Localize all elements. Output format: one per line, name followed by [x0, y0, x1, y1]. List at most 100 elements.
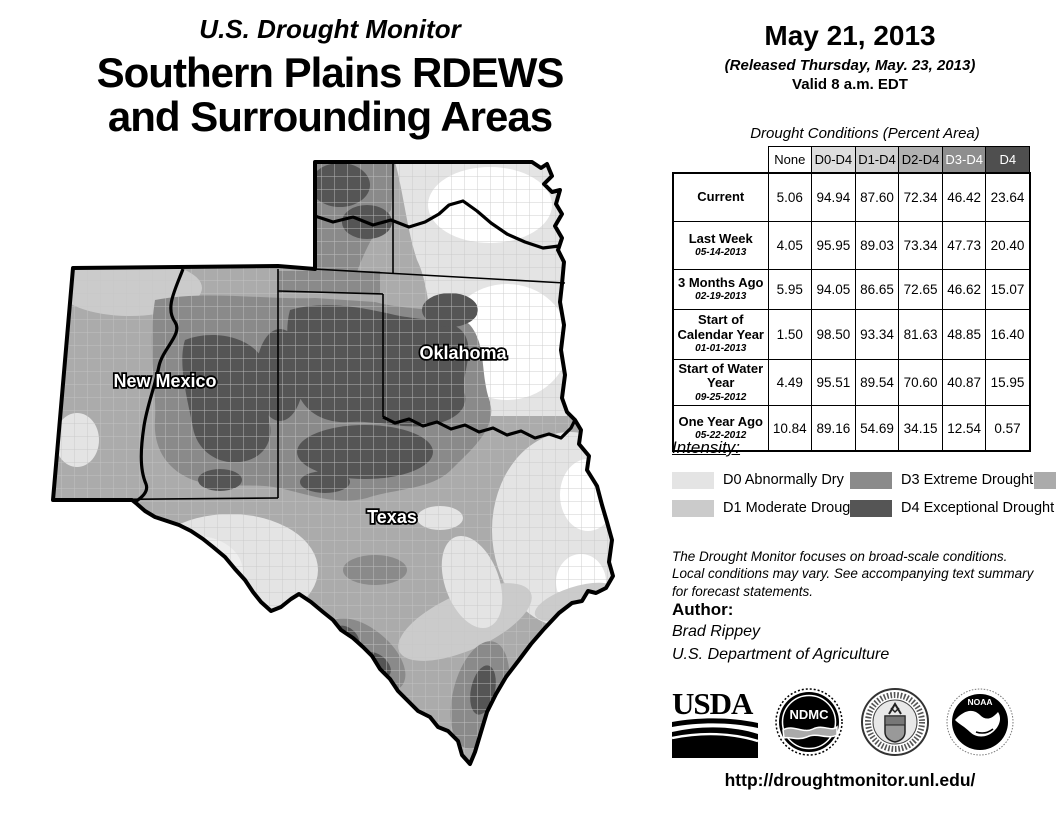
cell-value: 47.73 [941, 220, 987, 270]
d3-swatch [850, 471, 892, 489]
d0-swatch [672, 471, 714, 489]
row-date: 05-14-2013 [695, 247, 747, 259]
label-new-mexico: New Mexico [113, 371, 216, 391]
drought-map: New Mexico Oklahoma Texas [35, 150, 660, 810]
label-texas: Texas [367, 507, 417, 527]
svg-text:NOAA: NOAA [967, 697, 992, 707]
d4-swatch [850, 499, 892, 517]
row-date: 02-19-2013 [695, 291, 747, 303]
author-org: U.S. Department of Agriculture [672, 646, 890, 664]
row-label: Start of Water Year 09-25-2012 [672, 358, 769, 406]
legend-item-d2: D2 Severe Drought [1034, 466, 1056, 494]
page-title-line1: Southern Plains RDEWS [96, 49, 565, 97]
cell-value: 81.63 [898, 308, 943, 360]
row-label: Last Week 05-14-2013 [672, 220, 769, 270]
cell-value: 23.64 [985, 172, 1031, 222]
table-corner-cell [673, 146, 768, 173]
legend-item-d0: D0 Abnormally Dry [672, 466, 850, 494]
cell-value: 5.95 [767, 268, 813, 310]
legend-item-d1: D1 Moderate Drought [672, 494, 862, 522]
red-river [382, 415, 577, 440]
valid-time: Valid 8 a.m. EDT [792, 76, 908, 93]
author-heading: Author: [672, 600, 734, 619]
cell-value: 95.51 [811, 358, 856, 406]
cell-value: 0.57 [985, 404, 1031, 452]
svg-text:NDMC: NDMC [790, 707, 830, 722]
cell-value: 1.50 [767, 308, 813, 360]
row-label: One Year Ago 05-22-2012 [672, 404, 769, 452]
table-row: One Year Ago 05-22-2012 10.84 89.16 54.69… [672, 404, 1031, 452]
cell-value: 72.34 [898, 172, 943, 222]
col-header-d4: D4 [985, 146, 1031, 174]
author-name: Brad Rippey [672, 623, 761, 640]
cell-value: 54.69 [854, 404, 900, 452]
usda-logo: USDA [672, 686, 758, 758]
cell-value: 87.60 [854, 172, 900, 222]
cell-value: 20.40 [985, 220, 1031, 270]
table-row: 3 Months Ago 02-19-2013 5.95 94.05 86.65 … [672, 268, 1031, 310]
row-date: 01-01-2013 [695, 343, 747, 355]
cell-value: 89.54 [854, 358, 900, 406]
date-block: May 21, 2013 (Released Thursday, May. 23… [672, 20, 1028, 93]
table-row: Last Week 05-14-2013 4.05 95.95 89.03 73.… [672, 220, 1031, 270]
cell-value: 48.85 [941, 308, 987, 360]
col-header-d1d4: D1-D4 [854, 146, 900, 174]
row-date: 05-22-2012 [695, 430, 747, 442]
drought-conditions-table: None D0-D4 D1-D4 D2-D4 D3-D4 D4 Current … [672, 146, 1031, 452]
rio-grande-river [134, 268, 185, 504]
legend-title: Intensity: [672, 438, 741, 457]
page-title-line2: and Surrounding Areas [107, 93, 553, 141]
legend-item-d3: D3 Extreme Drought [850, 466, 1034, 494]
cell-value: 15.07 [985, 268, 1031, 310]
cell-value: 95.95 [811, 220, 856, 270]
cell-value: 93.34 [854, 308, 900, 360]
col-header-d3d4: D3-D4 [941, 146, 987, 174]
cell-value: 94.05 [811, 268, 856, 310]
d1-swatch [672, 499, 714, 517]
source-url-link[interactable]: http://droughtmonitor.unl.edu/ [724, 770, 976, 790]
report-kicker: U.S. Drought Monitor [199, 14, 461, 44]
cell-value: 86.65 [854, 268, 900, 310]
legend-item-d4: D4 Exceptional Drought [850, 494, 1054, 522]
table-row: Current 5.06 94.94 87.60 72.34 46.42 23.… [672, 172, 1031, 222]
cell-value: 4.49 [767, 358, 813, 406]
cell-value: 12.54 [941, 404, 987, 452]
cell-value: 15.95 [985, 358, 1031, 406]
title-block: U.S. Drought Monitor Southern Plains RDE… [0, 14, 660, 141]
cell-value: 72.65 [898, 268, 943, 310]
cell-value: 46.62 [941, 268, 987, 310]
author-block: Author: Brad Rippey U.S. Department of A… [672, 600, 889, 666]
label-oklahoma: Oklahoma [419, 343, 507, 363]
row-date: 09-25-2012 [695, 391, 747, 403]
cell-value: 73.34 [898, 220, 943, 270]
row-label: Start of Calendar Year 01-01-2013 [672, 308, 769, 360]
drought-map-svg: New Mexico Oklahoma Texas [51, 160, 615, 766]
cell-value: 89.03 [854, 220, 900, 270]
county-grid [53, 162, 613, 764]
commerce-seal-logo [860, 688, 929, 756]
cell-value: 89.16 [811, 404, 856, 452]
cell-value: 34.15 [898, 404, 943, 452]
cell-value: 16.40 [985, 308, 1031, 360]
cell-value: 98.50 [811, 308, 856, 360]
state-borders [52, 162, 566, 501]
row-label: Current [672, 172, 769, 222]
cell-value: 4.05 [767, 220, 813, 270]
release-date: (Released Thursday, May. 23, 2013) [724, 57, 976, 74]
agency-logos: USDA NDMC NOAA [672, 686, 1014, 758]
map-date: May 21, 2013 [764, 20, 936, 51]
col-header-d0d4: D0-D4 [811, 146, 856, 174]
arkansas-river [314, 199, 560, 250]
cell-value: 10.84 [767, 404, 813, 452]
noaa-logo: NOAA [946, 688, 1014, 756]
col-header-d2d4: D2-D4 [898, 146, 943, 174]
table-row: Start of Water Year 09-25-2012 4.49 95.51… [672, 358, 1031, 406]
svg-text:USDA: USDA [672, 686, 754, 721]
cell-value: 46.42 [941, 172, 987, 222]
ndmc-logo: NDMC [775, 688, 844, 756]
region-outline [51, 160, 615, 766]
cell-value: 94.94 [811, 172, 856, 222]
drought-shading-layer [53, 162, 613, 764]
d2-swatch [1034, 471, 1056, 489]
